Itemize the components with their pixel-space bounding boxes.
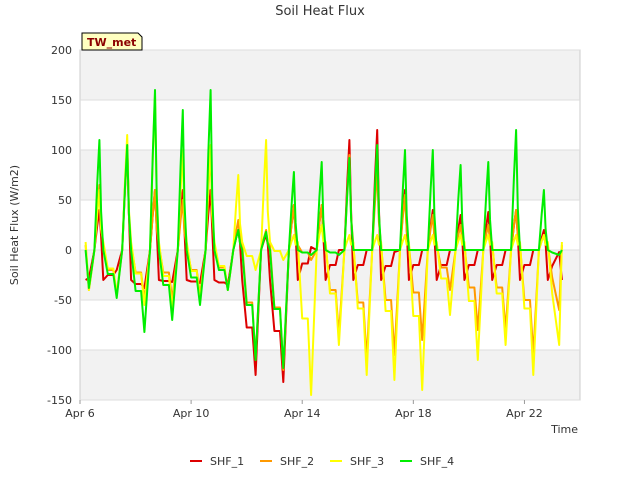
series-line-shf-3 bbox=[84, 94, 563, 396]
y-tick-label: -150 bbox=[47, 394, 72, 407]
x-tick-label: Apr 22 bbox=[506, 407, 543, 420]
plot-band bbox=[80, 150, 580, 200]
site-badge-label: TW_met bbox=[87, 36, 136, 49]
x-axis-label: Time bbox=[550, 423, 578, 436]
site-badge-box bbox=[81, 32, 143, 51]
series-lines bbox=[84, 89, 563, 396]
legend: SHF_1 SHF_2 SHF_3 SHF_4 bbox=[190, 455, 454, 468]
legend-label: SHF_1 bbox=[210, 455, 244, 468]
legend-label: SHF_4 bbox=[420, 455, 454, 468]
legend-label: SHF_2 bbox=[280, 455, 314, 468]
plot-band bbox=[80, 300, 580, 350]
y-axis-label: Soil Heat Flux (W/m2) bbox=[8, 165, 21, 285]
plot-band bbox=[80, 50, 580, 100]
gridlines bbox=[80, 49, 580, 401]
plot-band bbox=[80, 200, 580, 250]
legend-label: SHF_3 bbox=[350, 455, 384, 468]
y-tick-label: 150 bbox=[51, 94, 72, 107]
site-badge: TW_met bbox=[81, 32, 143, 51]
y-tick-label: -100 bbox=[47, 344, 72, 357]
y-tick-label: 50 bbox=[58, 194, 72, 207]
y-tick-label: 0 bbox=[65, 244, 72, 257]
x-axis-ticks: Apr 6 Apr 10 Apr 14 Apr 18 Apr 22 bbox=[65, 400, 543, 420]
plot-band bbox=[80, 350, 580, 400]
y-axis-ticks: -150 -100 -50 0 50 100 150 200 bbox=[47, 44, 72, 407]
plot-bands bbox=[80, 50, 580, 400]
plot-band bbox=[80, 100, 580, 150]
x-tick-label: Apr 10 bbox=[173, 407, 210, 420]
x-tick-label: Apr 18 bbox=[395, 407, 432, 420]
x-tick-label: Apr 6 bbox=[65, 407, 95, 420]
x-tick-label: Apr 14 bbox=[284, 407, 321, 420]
y-tick-label: 100 bbox=[51, 144, 72, 157]
y-tick-label: -50 bbox=[54, 294, 72, 307]
series-line-shf-4 bbox=[84, 89, 563, 369]
chart-title: Soil Heat Flux bbox=[275, 4, 365, 19]
y-tick-label: 200 bbox=[51, 44, 72, 57]
